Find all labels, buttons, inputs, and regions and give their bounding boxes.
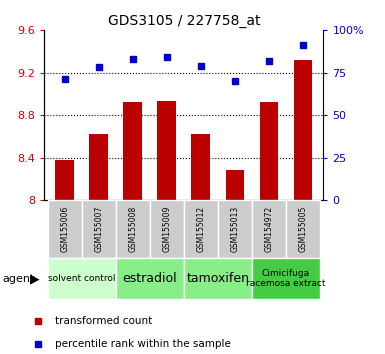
Bar (55, 160, 74, 200)
Bar (48, 258, 116, 299)
Text: estradiol: estradiol (122, 272, 177, 285)
Bar (124, 102, 142, 200)
Bar (184, 200, 218, 258)
Text: GSM155012: GSM155012 (196, 206, 205, 252)
Text: Cimicifuga
racemosa extract: Cimicifuga racemosa extract (246, 269, 326, 289)
Text: GSM155006: GSM155006 (60, 206, 69, 252)
Bar (226, 170, 244, 200)
Bar (294, 60, 312, 200)
Bar (184, 258, 252, 299)
Text: GSM155008: GSM155008 (128, 206, 137, 252)
Bar (157, 101, 176, 200)
Bar (150, 200, 184, 258)
Bar (89, 134, 108, 200)
Text: tamoxifen: tamoxifen (186, 272, 249, 285)
Bar (259, 102, 278, 200)
Text: GSM155009: GSM155009 (162, 206, 171, 252)
Bar (116, 258, 184, 299)
Bar (116, 200, 150, 258)
Text: percentile rank within the sample: percentile rank within the sample (55, 339, 231, 349)
Bar (252, 200, 286, 258)
Text: GSM155005: GSM155005 (298, 206, 308, 252)
Bar (218, 200, 252, 258)
Bar (48, 200, 82, 258)
Bar (82, 200, 116, 258)
Text: solvent control: solvent control (48, 274, 116, 283)
Bar (286, 200, 320, 258)
Text: GSM155007: GSM155007 (94, 206, 103, 252)
Title: GDS3105 / 227758_at: GDS3105 / 227758_at (107, 14, 260, 28)
Bar (252, 258, 320, 299)
Text: GSM155013: GSM155013 (230, 206, 239, 252)
Text: GSM154972: GSM154972 (264, 206, 273, 252)
Bar (191, 134, 210, 200)
Text: agent: agent (2, 274, 34, 284)
Text: ▶: ▶ (30, 272, 39, 285)
Text: transformed count: transformed count (55, 316, 152, 326)
